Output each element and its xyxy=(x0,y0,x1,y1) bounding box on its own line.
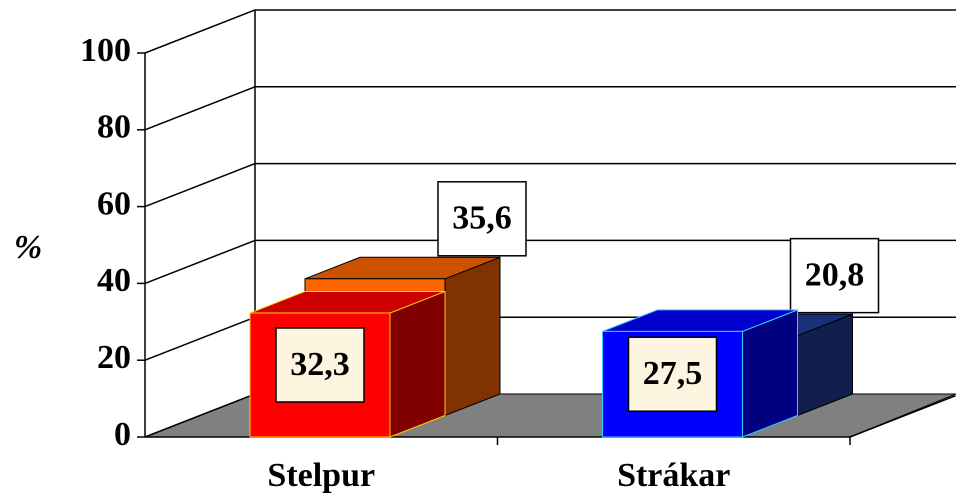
data-label-box xyxy=(789,237,880,314)
bar-side xyxy=(389,290,446,438)
data-label: 20,8 xyxy=(805,256,865,293)
grid-line xyxy=(144,9,256,54)
data-label-box xyxy=(275,327,365,403)
y-tick-label: 20 xyxy=(97,339,131,376)
data-label: 32,3 xyxy=(290,346,350,383)
data-label: 35,6 xyxy=(452,200,512,237)
y-tick-label: 60 xyxy=(97,185,131,222)
data-label: 27,5 xyxy=(643,355,703,392)
x-tick-label: Strákar xyxy=(617,457,730,494)
bar-side xyxy=(444,256,501,417)
bar-side xyxy=(742,309,798,438)
x-tick-label: Stelpur xyxy=(267,457,375,494)
grid-line xyxy=(144,239,256,285)
floor-edge xyxy=(849,395,956,438)
grid-line xyxy=(144,316,256,361)
grid-line xyxy=(144,86,256,131)
data-label-box xyxy=(627,336,718,412)
y-tick-label: 0 xyxy=(114,416,131,453)
y-tick-label: 80 xyxy=(97,109,131,146)
grid-line xyxy=(144,162,256,208)
y-tick-label: 40 xyxy=(97,262,131,299)
y-axis-label: % xyxy=(14,229,42,266)
grid-line xyxy=(144,393,256,438)
y-tick-label: 100 xyxy=(80,32,131,69)
data-label-box xyxy=(437,181,527,257)
